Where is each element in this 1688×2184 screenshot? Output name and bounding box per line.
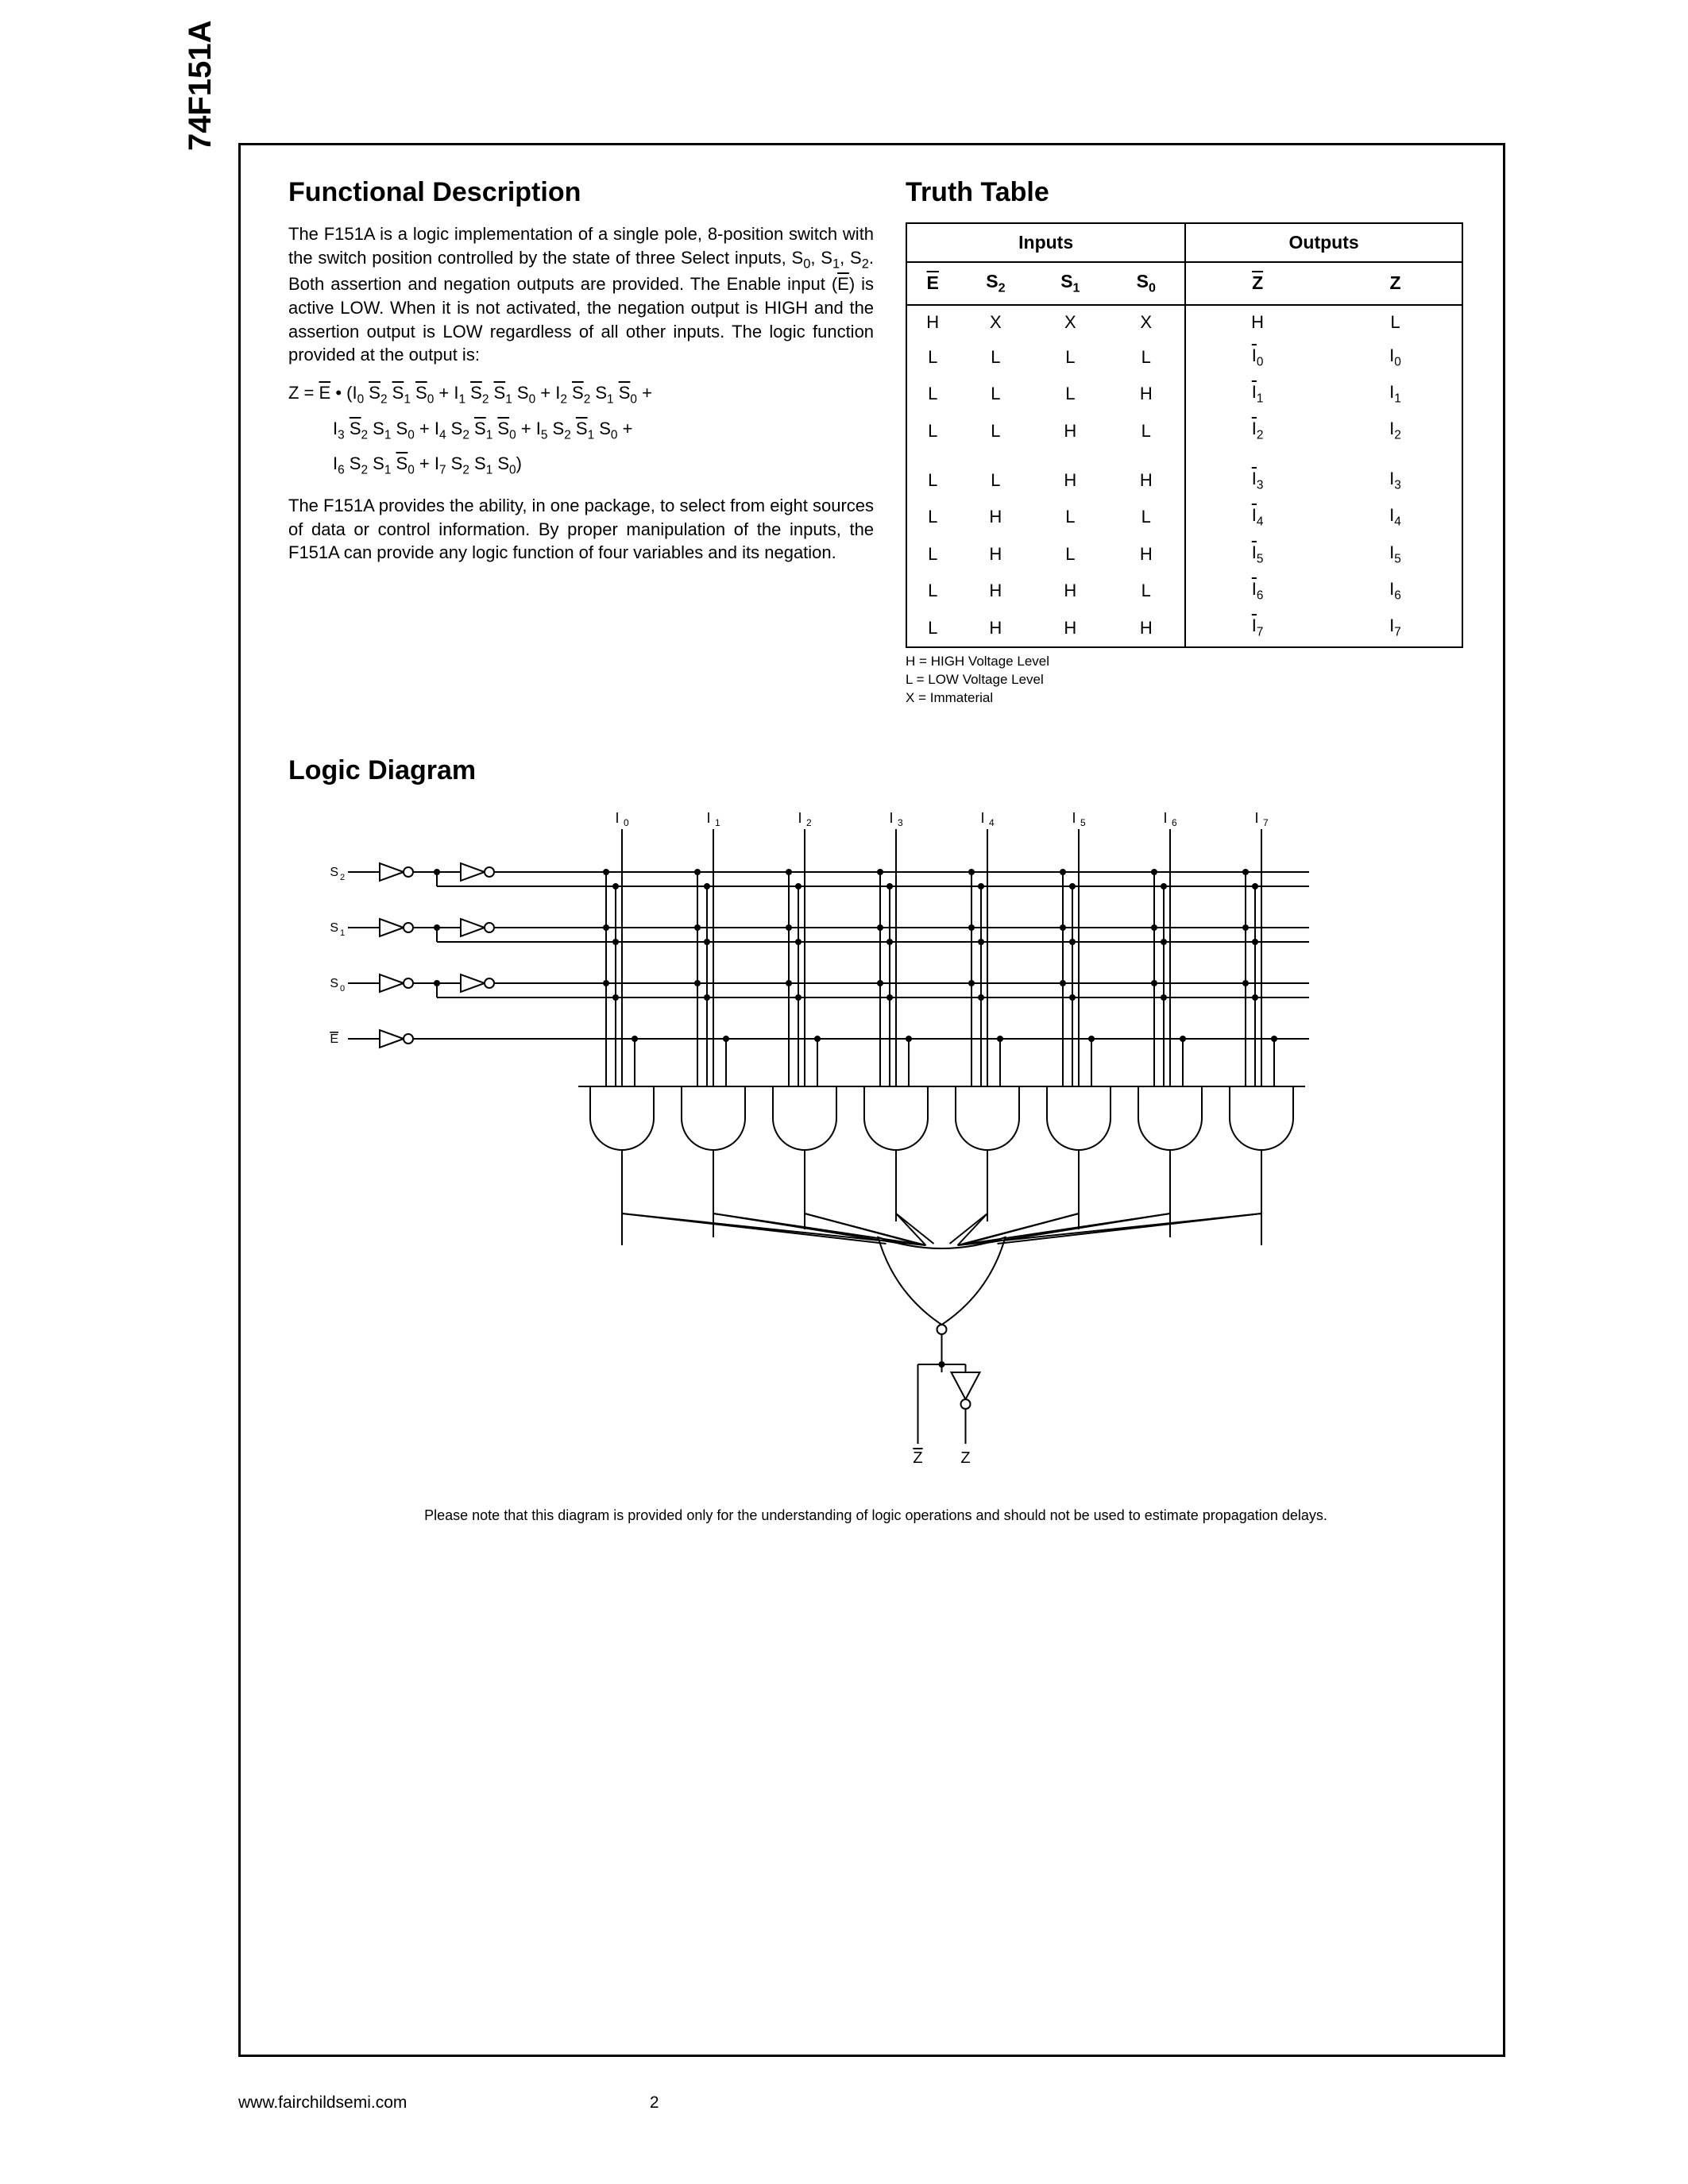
table-row: LHHHI7I7 xyxy=(906,609,1462,646)
truth-table: Inputs Outputs E S2 S1 S0 Z Z H xyxy=(906,222,1463,648)
table-row: LLLHI1I1 xyxy=(906,376,1462,412)
functional-para-1: The F151A is a logic implementation of a… xyxy=(288,222,874,367)
svg-text:6: 6 xyxy=(1172,817,1177,828)
svg-text:E: E xyxy=(330,1032,338,1046)
table-row: LHLHI5I5 xyxy=(906,536,1462,573)
col-e: E xyxy=(906,262,958,305)
logic-equation-line-1: Z = E • (I0 S2 S1 S0 + I1 S2 S1 S0 + I2 … xyxy=(288,378,874,411)
svg-text:I: I xyxy=(1254,810,1258,826)
svg-text:I: I xyxy=(798,810,802,826)
svg-text:S: S xyxy=(330,921,338,935)
svg-text:7: 7 xyxy=(1263,817,1269,828)
table-row: LHLLI4I4 xyxy=(906,499,1462,535)
svg-text:S: S xyxy=(330,866,338,879)
logic-diagram-note: Please note that this diagram is provide… xyxy=(424,1507,1327,1524)
svg-text:I: I xyxy=(889,810,893,826)
outputs-group-header: Outputs xyxy=(1185,223,1462,262)
svg-text:Z: Z xyxy=(913,1449,922,1467)
svg-text:1: 1 xyxy=(340,928,345,938)
table-row: LLHHI3I3 xyxy=(906,462,1462,499)
functional-para-2: The F151A provides the ability, in one p… xyxy=(288,494,874,565)
footer-url: www.fairchildsemi.com xyxy=(238,2093,407,2113)
part-number-text: 74F151A xyxy=(183,20,218,151)
svg-text:I: I xyxy=(1072,810,1076,826)
svg-text:Z: Z xyxy=(960,1449,970,1467)
svg-text:I: I xyxy=(1163,810,1167,826)
truth-table-heading: Truth Table xyxy=(906,177,1463,208)
note-high: H = HIGH Voltage Level xyxy=(906,653,1463,671)
functional-description-heading: Functional Description xyxy=(288,177,874,208)
svg-text:S: S xyxy=(330,977,338,990)
col-z: Z xyxy=(1329,262,1462,305)
page-number: 2 xyxy=(650,2093,659,2113)
col-s0: S0 xyxy=(1107,262,1185,305)
svg-text:2: 2 xyxy=(340,873,345,882)
logic-diagram-section: Logic Diagram I0I1I2I3I4I5I6I7S2S1S0EZZ … xyxy=(288,755,1463,1524)
part-number-sidebar: 74F151A xyxy=(183,20,218,151)
note-immaterial: X = Immaterial xyxy=(906,689,1463,708)
logic-equation-line-2: I3 S2 S1 S0 + I4 S2 S1 S0 + I5 S2 S1 S0 … xyxy=(288,414,874,446)
table-row: HXXXHL xyxy=(906,305,1462,339)
logic-diagram-svg: I0I1I2I3I4I5I6I7S2S1S0EZZ xyxy=(308,801,1444,1499)
svg-text:0: 0 xyxy=(624,817,629,828)
col-zbar: Z xyxy=(1185,262,1329,305)
svg-text:1: 1 xyxy=(715,817,720,828)
svg-text:I: I xyxy=(980,810,984,826)
content-frame: Functional Description The F151A is a lo… xyxy=(238,143,1505,2057)
functional-description-section: Functional Description The F151A is a lo… xyxy=(288,177,874,708)
page-footer: www.fairchildsemi.com 2 xyxy=(238,2093,1505,2113)
logic-diagram-heading: Logic Diagram xyxy=(288,755,1463,786)
svg-text:0: 0 xyxy=(340,984,345,994)
svg-text:I: I xyxy=(706,810,710,826)
truth-table-notes: H = HIGH Voltage Level L = LOW Voltage L… xyxy=(906,653,1463,708)
svg-text:5: 5 xyxy=(1080,817,1086,828)
svg-text:I: I xyxy=(615,810,619,826)
svg-text:3: 3 xyxy=(898,817,903,828)
svg-text:2: 2 xyxy=(806,817,812,828)
col-s1: S1 xyxy=(1033,262,1107,305)
svg-text:4: 4 xyxy=(989,817,995,828)
truth-table-section: Truth Table Inputs Outputs E S2 S1 S0 Z xyxy=(906,177,1463,708)
table-row: LLLLI0I0 xyxy=(906,339,1462,376)
logic-equation-line-3: I6 S2 S1 S0 + I7 S2 S1 S0) xyxy=(288,449,874,481)
col-s2: S2 xyxy=(958,262,1033,305)
table-row: LHHLI6I6 xyxy=(906,573,1462,609)
inputs-group-header: Inputs xyxy=(906,223,1185,262)
note-low: L = LOW Voltage Level xyxy=(906,671,1463,689)
table-row: LLHLI2I2 xyxy=(906,412,1462,449)
